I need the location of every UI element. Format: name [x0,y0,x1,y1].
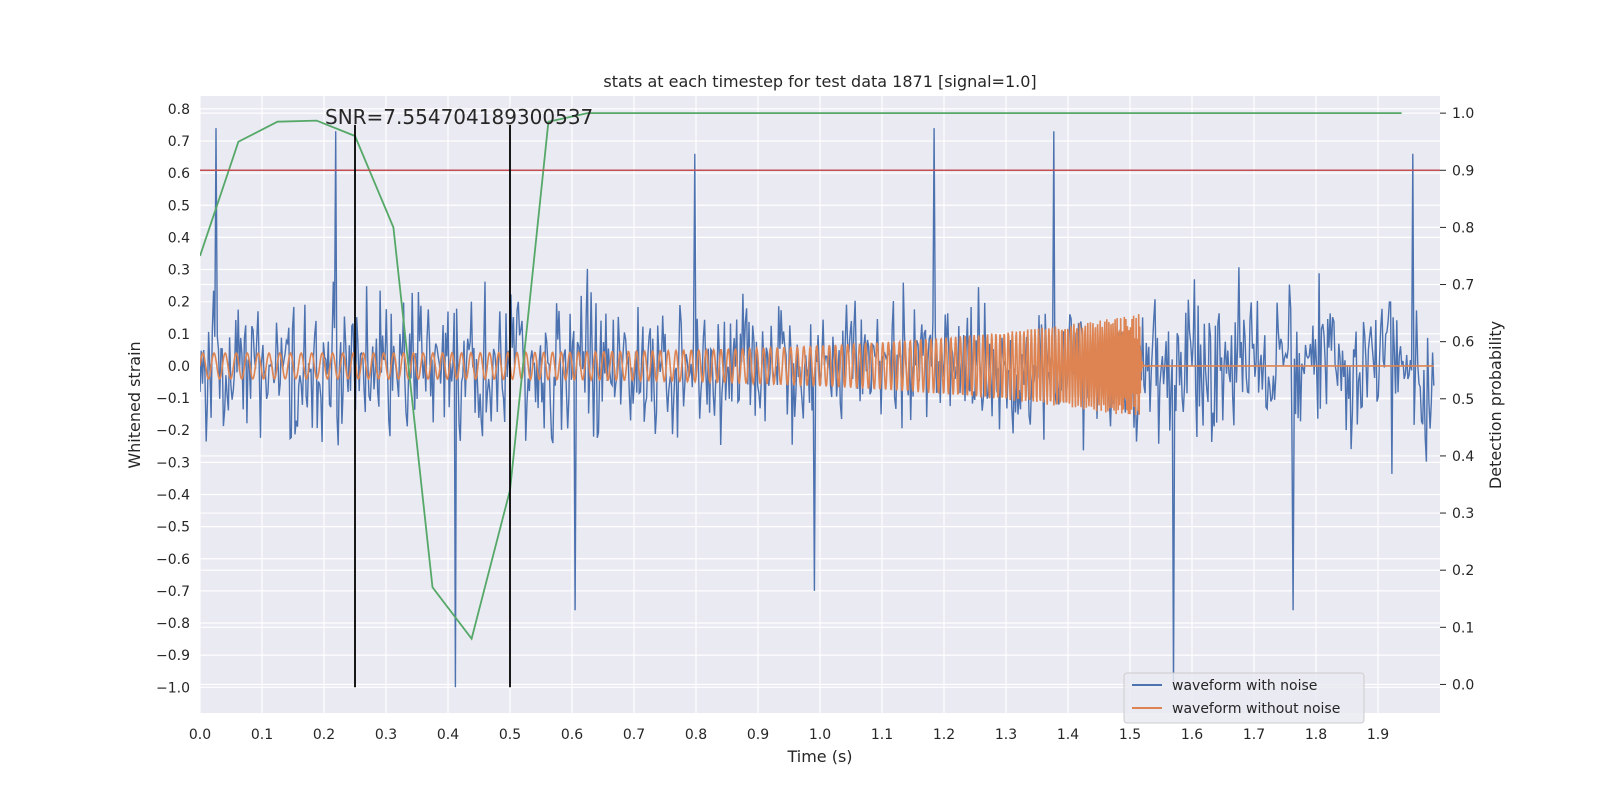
y2-tick-label: 0.5 [1452,392,1474,408]
y2-tick-label: 0.8 [1452,220,1474,236]
legend-box [1123,672,1365,724]
x-tick-label: 1.5 [1119,727,1141,743]
y2-tick-label: 0.0 [1452,677,1474,693]
x-tick-label: 1.9 [1367,727,1389,743]
x-tick-label: 0.3 [375,727,397,743]
x-axis-ticks: 0.0 0.1 0.2 0.3 0.4 0.5 0.6 0.7 0.8 0.9 1.0 1.1 1.2 1… [189,727,1389,743]
series-detection-probability [200,112,1402,641]
y-tick-label: −0.3 [156,455,190,471]
y-tick-label: 0.0 [168,359,190,375]
x-tick-label: 0.5 [499,727,521,743]
x-tick-label: 1.6 [1181,727,1203,743]
y-tick-label: −0.6 [156,552,190,568]
y-tick-label: 0.5 [168,198,190,214]
y-axis-label: Whitened strain [125,341,144,468]
y-tick-label: 0.1 [168,327,190,343]
x-tick-label: 1.3 [995,727,1017,743]
y-tick-label: 0.3 [168,263,190,279]
x-tick-label: 1.1 [871,727,893,743]
x-tick-label: 0.6 [561,727,583,743]
x-tick-label: 0.4 [437,727,459,743]
y2-tick-label: 0.9 [1452,163,1474,179]
y2-tick-label: 0.7 [1452,278,1474,294]
chart-title: stats at each timestep for test data 187… [603,72,1036,91]
y-tick-label: 0.8 [168,102,190,118]
y-axis-ticks: 0.8 0.7 0.6 0.5 0.4 0.3 0.2 0.1 0.0 −0.1 −0.2 −0.3 −… [156,102,190,696]
y2-tick-label: 0.2 [1452,563,1474,579]
y-tick-label: −0.5 [156,520,190,536]
y-tick-label: −1.0 [156,680,190,696]
grid [199,96,1440,713]
x-tick-label: 1.4 [1057,727,1079,743]
series-layer [200,112,1435,688]
y-tick-label: −0.4 [156,487,190,503]
y2-tick-label: 0.3 [1452,506,1474,522]
y-tick-label: −0.7 [156,584,190,600]
x-tick-label: 1.2 [933,727,955,743]
x-tick-label: 1.8 [1305,727,1327,743]
y-tick-label: −0.9 [156,648,190,664]
x-tick-label: 0.1 [251,727,273,743]
y-tick-label: −0.1 [156,391,190,407]
legend-label-clean: waveform without noise [1172,701,1340,717]
snr-annotation: SNR=7.554704189300537 [325,105,593,129]
y-tick-label: −0.8 [156,616,190,632]
x-tick-label: 0.7 [623,727,645,743]
legend: waveform with noise waveform without noi… [1123,672,1365,724]
y-tick-label: −0.2 [156,423,190,439]
legend-label-noise: waveform with noise [1172,678,1317,694]
y-tick-label: 0.6 [168,166,190,182]
reference-lines [200,124,1440,688]
series-waveform-with-noise [200,128,1435,688]
y2-tick-label: 0.4 [1452,449,1474,465]
y-tick-label: 0.7 [168,134,190,150]
y2-axis-label: Detection probability [1486,321,1505,489]
x-tick-label: 0.9 [747,727,769,743]
x-tick-label: 0.0 [189,727,211,743]
x-axis-label: Time (s) [786,747,852,766]
x-tick-label: 1.0 [809,727,831,743]
y2-axis-ticks: 1.0 0.9 0.8 0.7 0.6 0.5 0.4 0.3 0.2 0.1 0.0 [1440,106,1474,693]
y2-tick-label: 1.0 [1452,106,1474,122]
series-waveform-without-noise [200,314,1434,416]
y-tick-label: 0.2 [168,295,190,311]
y-tick-label: 0.4 [168,230,190,246]
x-tick-label: 0.2 [313,727,335,743]
y2-tick-label: 0.6 [1452,335,1474,351]
x-tick-label: 0.8 [685,727,707,743]
x-tick-label: 1.7 [1243,727,1265,743]
y2-tick-label: 0.1 [1452,620,1474,636]
